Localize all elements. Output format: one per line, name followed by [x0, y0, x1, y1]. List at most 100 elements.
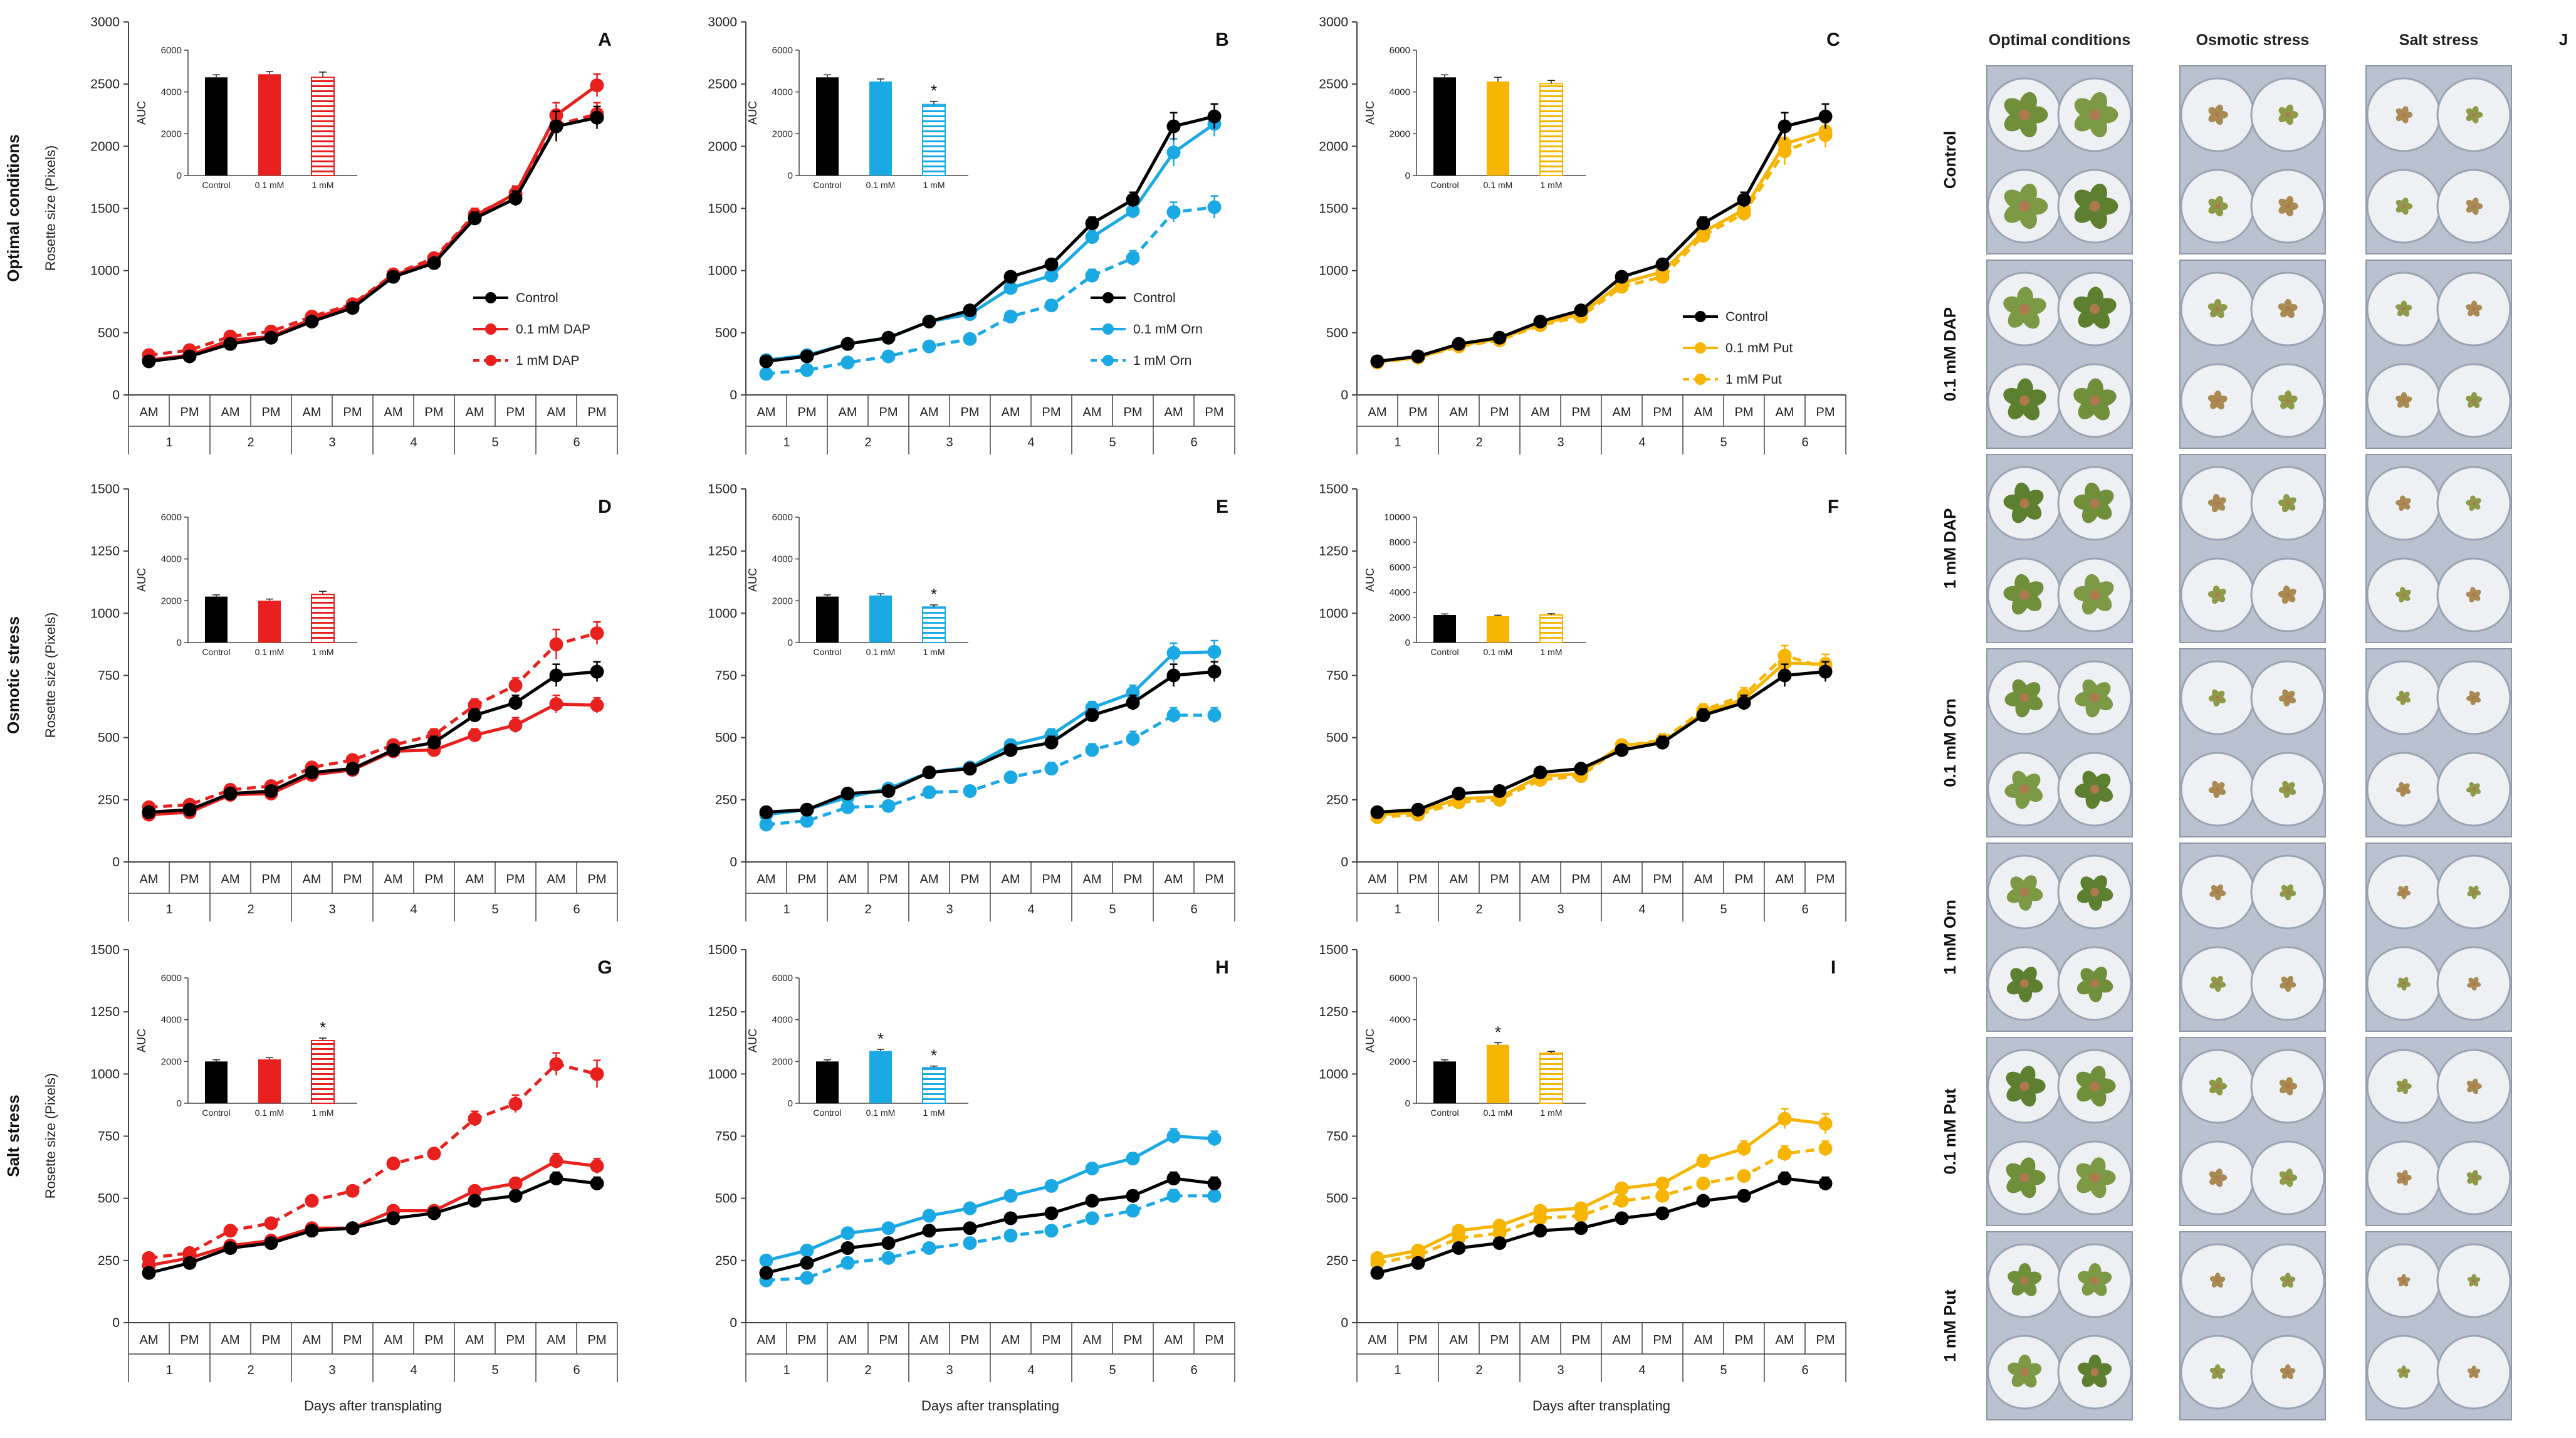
inset-bar — [311, 76, 335, 177]
plate-cell — [2179, 260, 2326, 449]
data-point — [1126, 732, 1140, 746]
row-label: Optimal conditions — [4, 134, 23, 281]
data-point — [1533, 1204, 1547, 1218]
data-point — [427, 735, 441, 750]
plant-leaf — [2085, 789, 2100, 809]
plant-leaf — [2471, 106, 2479, 115]
plant-center — [2020, 1276, 2029, 1285]
data-point — [1207, 109, 1222, 123]
x-tick-label: PM — [425, 873, 444, 886]
plant-center — [2090, 1173, 2100, 1183]
data-point — [1574, 1221, 1588, 1236]
x-tick-label: AM — [1002, 873, 1020, 886]
data-point — [1370, 354, 1385, 369]
panel-letter: D — [598, 496, 612, 517]
plant-center — [2090, 590, 2100, 600]
y-tick-label: 1500 — [708, 943, 737, 957]
data-point — [182, 802, 197, 817]
legend-label: 0.1 mM Orn — [1133, 322, 1203, 337]
y-tick-label: 750 — [1326, 669, 1348, 683]
inset-y-label: AUC — [135, 568, 148, 592]
x-tick-label: PM — [1205, 1333, 1224, 1347]
plate-cell — [2365, 454, 2512, 643]
data-point — [759, 367, 773, 381]
x-day-label: 6 — [573, 1363, 580, 1377]
x-tick-label: PM — [588, 1333, 607, 1347]
inset-y-tick-label: 6000 — [772, 973, 793, 984]
x-day-label: 6 — [1801, 1363, 1808, 1377]
series-line — [766, 670, 1215, 814]
x-tick-label: PM — [1205, 406, 1224, 419]
plant-leaf — [2401, 106, 2409, 115]
plant-leaf — [2400, 697, 2406, 705]
series-0 — [1370, 103, 1833, 369]
data-point — [922, 785, 936, 799]
inset-bar — [922, 606, 946, 643]
x-tick-label: AM — [839, 406, 857, 419]
x-tick-label: AM — [839, 873, 857, 886]
data-point — [1696, 1176, 1710, 1190]
panel-letter: J — [2559, 30, 2568, 49]
x-day-label: 6 — [573, 903, 580, 916]
x-day-label: 4 — [410, 436, 417, 449]
inset-bar — [258, 601, 281, 643]
data-point — [468, 708, 482, 722]
x-tick-label: AM — [547, 406, 566, 419]
inset-chart: 0 2000 4000 6000 AUC Control 0.1 mM * 1 mM — [135, 973, 357, 1118]
data-point — [590, 698, 604, 713]
y-tick-label: 500 — [98, 326, 120, 340]
x-tick-label: AM — [1613, 873, 1631, 886]
inset-y-tick-label: 6000 — [1390, 562, 1410, 573]
inset-y-label: AUC — [1364, 1029, 1376, 1052]
data-point — [1655, 257, 1670, 271]
data-point — [840, 1256, 855, 1270]
data-point — [800, 363, 814, 377]
data-point — [1411, 1256, 1425, 1270]
data-point — [800, 1271, 814, 1285]
inset-bar — [816, 1061, 839, 1103]
plant-leaf — [2214, 1273, 2221, 1281]
x-tick-label: PM — [1572, 1333, 1591, 1347]
inset-y-tick-label: 0 — [1405, 1098, 1410, 1109]
data-point — [1818, 664, 1833, 679]
y-tick-label: 2000 — [1319, 139, 1348, 154]
plant-leaf — [2473, 305, 2483, 312]
x-day-label: 1 — [1394, 436, 1401, 449]
plant-leaf — [2401, 1365, 2407, 1373]
plant-leaf — [2213, 697, 2221, 707]
data-point — [264, 784, 278, 798]
plant-center — [2215, 1084, 2220, 1089]
y-tick-label: 1000 — [708, 1067, 737, 1081]
data-point — [386, 743, 401, 757]
x-tick-label: AM — [384, 873, 403, 886]
legend-label: 1 mM DAP — [516, 354, 580, 368]
x-day-label: 3 — [1557, 436, 1564, 449]
data-point — [800, 1256, 814, 1270]
x-tick-label: PM — [798, 873, 817, 886]
legend-marker — [485, 355, 496, 366]
data-point — [1126, 696, 1140, 710]
x-day-label: 2 — [247, 436, 254, 449]
inset-category-label: 1 mM — [1541, 180, 1563, 190]
y-tick-label: 750 — [715, 1130, 737, 1144]
x-tick-label: PM — [1409, 1333, 1428, 1347]
inset-bar — [205, 1061, 228, 1103]
plant-center — [2090, 693, 2100, 703]
data-point — [1085, 1162, 1099, 1176]
data-point — [590, 664, 604, 679]
y-tick-label: 0 — [730, 388, 737, 402]
inset-category-label: 1 mM — [923, 1108, 945, 1118]
data-point — [1452, 786, 1466, 800]
x-day-label: 5 — [1109, 436, 1116, 449]
data-point — [264, 330, 278, 345]
plant-center — [2090, 784, 2100, 794]
data-point — [468, 1183, 482, 1198]
data-point — [840, 1241, 855, 1255]
x-tick-label: PM — [1735, 406, 1754, 419]
plant-center — [2285, 592, 2290, 597]
y-tick-label: 2500 — [708, 77, 737, 92]
legend-label: 1 mM Put — [1725, 372, 1782, 387]
series-line — [1377, 661, 1826, 817]
x-tick-label: PM — [181, 873, 199, 886]
